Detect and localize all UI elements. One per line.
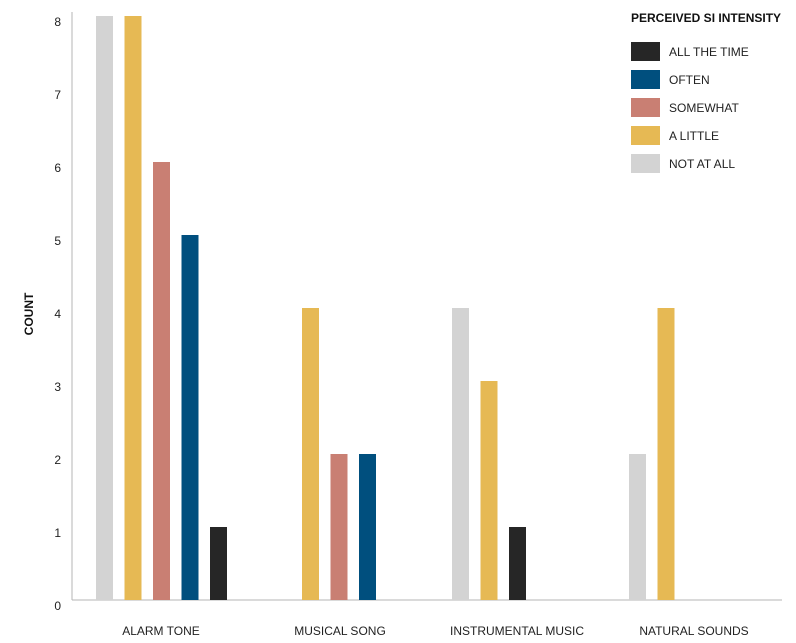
x-category-label: NATURAL SOUNDS <box>639 624 748 638</box>
legend-label: OFTEN <box>669 73 710 87</box>
legend-label: SOMEWHAT <box>669 101 739 115</box>
legend-title: PERCEIVED SI INTENSITY <box>631 11 781 25</box>
x-category-labels: ALARM TONE MUSICAL SONG INSTRUMENTAL MUSIC… <box>122 624 748 638</box>
bar-alarm-tone-not-at-all <box>96 16 113 600</box>
y-tick-label: 7 <box>54 88 61 102</box>
x-category-label: MUSICAL SONG <box>294 624 386 638</box>
x-category-label: INSTRUMENTAL MUSIC <box>450 624 584 638</box>
y-ticks: 0 1 2 3 4 5 6 7 8 <box>54 15 61 613</box>
y-tick-label: 5 <box>54 234 61 248</box>
legend-swatch <box>631 98 660 117</box>
legend-label: A LITTLE <box>669 129 719 143</box>
bar-alarm-tone-all-the-time <box>210 527 227 600</box>
bars <box>96 16 675 600</box>
y-tick-label: 0 <box>54 599 61 613</box>
bar-alarm-tone-a-little <box>124 16 142 600</box>
x-category-label: ALARM TONE <box>122 624 200 638</box>
y-tick-label: 6 <box>54 161 61 175</box>
legend: PERCEIVED SI INTENSITY ALL THE TIME OFTEN… <box>631 11 781 173</box>
y-tick-label: 3 <box>54 380 61 394</box>
legend-swatch <box>631 42 660 61</box>
y-tick-label: 8 <box>54 15 61 29</box>
legend-swatch <box>631 154 660 173</box>
bar-musical-song-often <box>359 454 376 600</box>
bar-instrumental-music-not-at-all <box>452 308 469 600</box>
bar-instrumental-music-all-the-time <box>509 527 526 600</box>
y-tick-label: 2 <box>54 453 61 467</box>
y-tick-label: 1 <box>54 526 61 540</box>
bar-natural-sounds-not-at-all <box>629 454 646 600</box>
legend-label: NOT AT ALL <box>669 157 735 171</box>
bar-natural-sounds-a-little <box>657 308 675 600</box>
y-tick-label: 4 <box>54 307 61 321</box>
legend-swatch <box>631 70 660 89</box>
bar-alarm-tone-somewhat <box>153 162 170 600</box>
bar-musical-song-a-little <box>302 308 319 600</box>
bar-musical-song-somewhat <box>330 454 348 600</box>
legend-swatch <box>631 126 660 145</box>
bar-instrumental-music-a-little <box>480 381 498 600</box>
legend-label: ALL THE TIME <box>669 45 749 59</box>
y-axis-label: COUNT <box>22 292 36 335</box>
bar-alarm-tone-often <box>181 235 199 600</box>
